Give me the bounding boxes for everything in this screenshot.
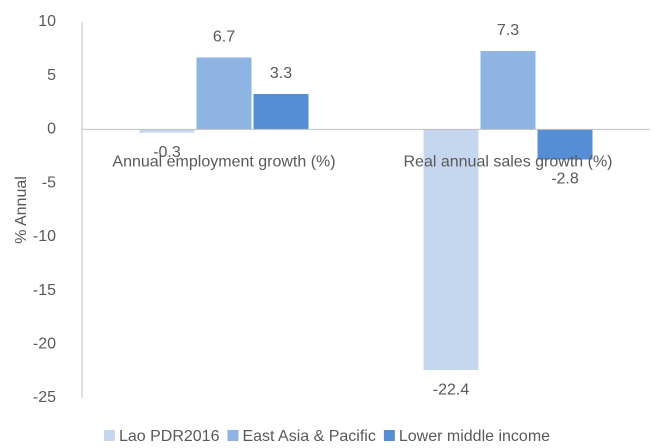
- y-tick-label: 5: [47, 67, 56, 84]
- bar: [196, 57, 252, 130]
- data-label: 7.3: [497, 22, 519, 39]
- legend-swatch: [383, 430, 395, 441]
- y-tick-label: -5: [42, 174, 56, 191]
- legend-label: Lower middle income: [399, 428, 550, 445]
- y-tick-label: -15: [33, 282, 56, 299]
- legend-swatch: [103, 430, 115, 441]
- legend-swatch: [227, 430, 239, 441]
- y-tick-label: -25: [33, 389, 56, 406]
- y-tick-label: 10: [38, 13, 56, 30]
- bar: [423, 129, 479, 371]
- y-tick-label: 0: [47, 121, 56, 138]
- data-label: 3.3: [270, 65, 292, 82]
- y-tick-label: -20: [33, 336, 56, 353]
- bar: [139, 129, 195, 133]
- x-tick-label: Annual employment growth (%): [112, 154, 335, 171]
- legend-label: Lao PDR2016: [119, 428, 220, 445]
- data-label: -2.8: [551, 171, 579, 188]
- data-label: -22.4: [433, 381, 470, 398]
- data-label: 6.7: [213, 29, 235, 46]
- legend-label: East Asia & Pacific: [242, 428, 375, 445]
- y-tick-label: -10: [33, 228, 56, 245]
- bar: [253, 93, 309, 130]
- bar: [537, 129, 593, 160]
- data-label: -0.3: [153, 144, 181, 161]
- x-tick-label: Real annual sales growth (%): [404, 154, 613, 171]
- y-axis-title: % Annual: [13, 176, 30, 244]
- bar: [480, 51, 536, 130]
